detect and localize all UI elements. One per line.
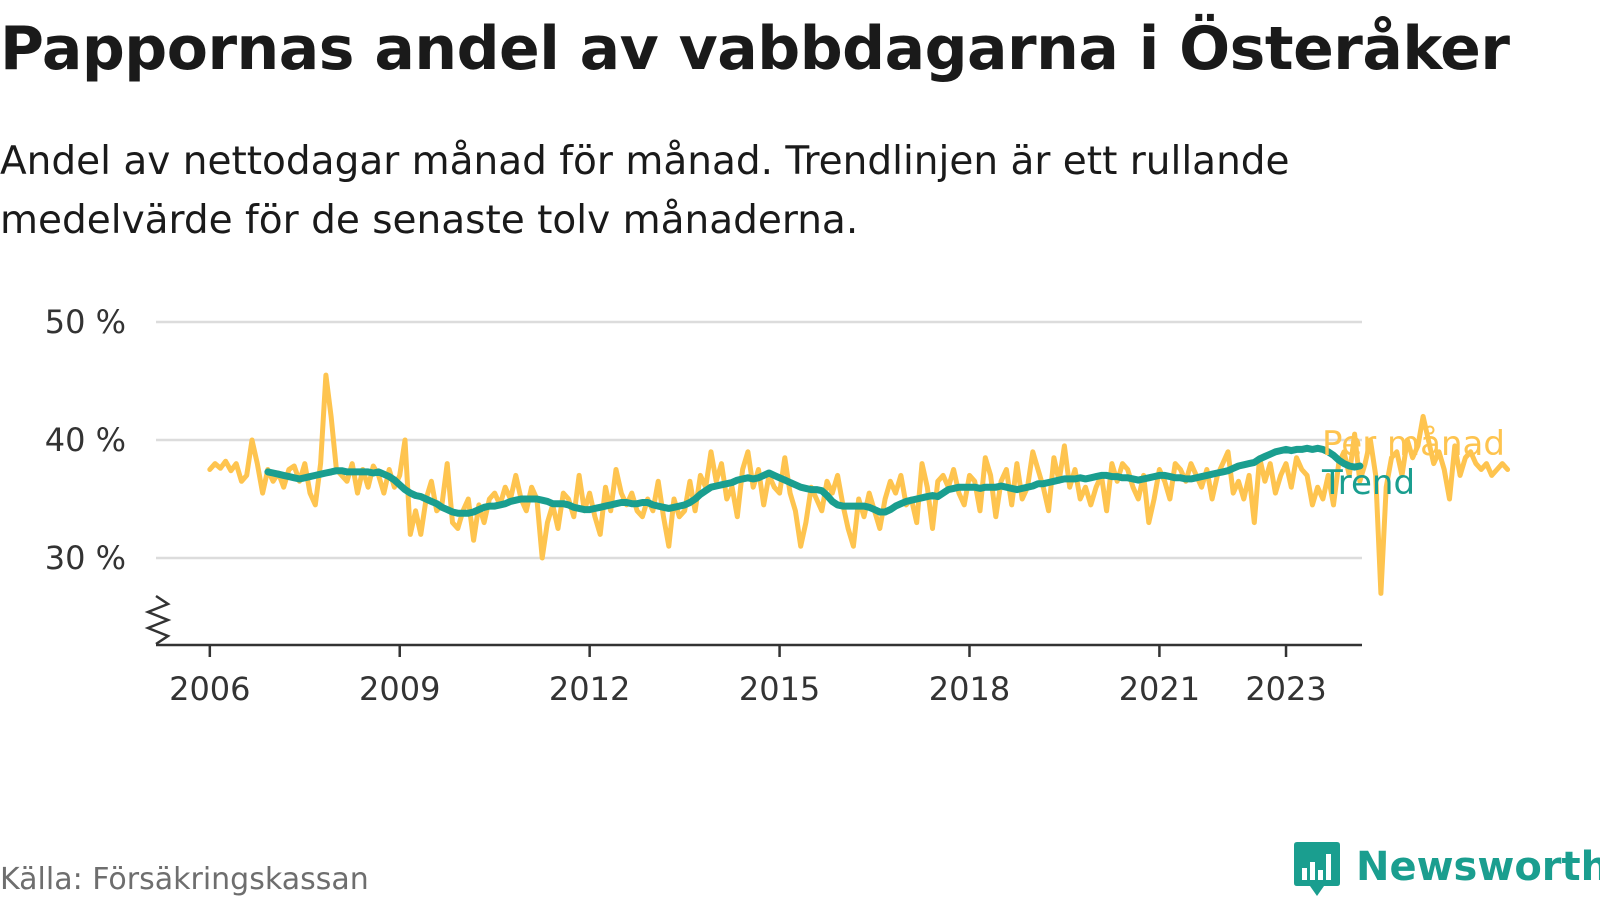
bar-chart-speech-bubble-icon: [1294, 842, 1340, 896]
x-tick-label: 2023: [1245, 670, 1326, 708]
series-line-per-manad: [207, 372, 1511, 596]
series-line-trend: [264, 444, 1364, 517]
x-axis: [144, 594, 1362, 647]
y-axis-tick-labels: 30 % 40 % 50 %: [45, 303, 126, 577]
x-tick-label: 2009: [359, 670, 440, 708]
newsworthy-logo: Newsworthy: [1294, 842, 1600, 898]
chart-subtitle: Andel av nettodagar månad för månad. Tre…: [0, 139, 1290, 243]
grid-lines: [156, 320, 1362, 560]
series-lines: [207, 372, 1511, 596]
x-tick-label: 2012: [549, 670, 630, 708]
line-chart: 30 % 40 % 50 % 2006 2009 2012 2015 2018 2021 202…: [45, 303, 1511, 708]
x-axis-ticks: 2006 2009 2012 2015 2018 2021 2023: [169, 645, 1327, 708]
x-tick-label: 2021: [1119, 670, 1200, 708]
x-tick-label: 2006: [169, 670, 250, 708]
x-tick-label: 2015: [739, 670, 820, 708]
source-note: Källa: Försäkringskassan: [0, 862, 369, 897]
y-axis-break-icon: [144, 594, 172, 646]
y-tick-label: 40 %: [45, 421, 126, 459]
series-label-per-manad: Per månad: [1322, 424, 1505, 464]
chart-title: Pappornas andel av vabbdagarna i Österåk…: [0, 14, 1510, 84]
brand-name: Newsworthy: [1356, 844, 1600, 890]
series-label-trend: Trend: [1321, 463, 1415, 503]
y-tick-label: 50 %: [45, 303, 126, 341]
y-tick-label: 30 %: [45, 539, 126, 577]
x-tick-label: 2018: [929, 670, 1010, 708]
